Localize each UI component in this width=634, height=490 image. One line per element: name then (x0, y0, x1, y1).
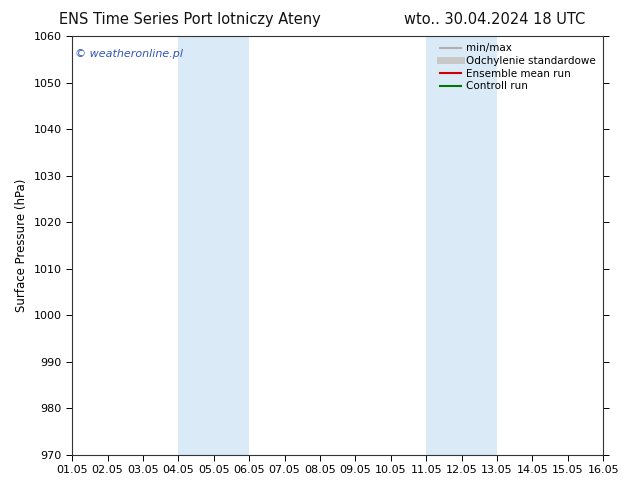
Bar (426, 36, 462, 455)
Legend: min/max, Odchylenie standardowe, Ensemble mean run, Controll run: min/max, Odchylenie standardowe, Ensembl… (436, 39, 600, 96)
Bar (462, 36, 497, 455)
Bar (214, 36, 249, 455)
Bar (178, 36, 214, 455)
Text: wto.. 30.04.2024 18 UTC: wto.. 30.04.2024 18 UTC (404, 12, 585, 27)
Text: ENS Time Series Port lotniczy Ateny: ENS Time Series Port lotniczy Ateny (60, 12, 321, 27)
Y-axis label: Surface Pressure (hPa): Surface Pressure (hPa) (15, 179, 28, 312)
Text: © weatheronline.pl: © weatheronline.pl (75, 49, 183, 59)
